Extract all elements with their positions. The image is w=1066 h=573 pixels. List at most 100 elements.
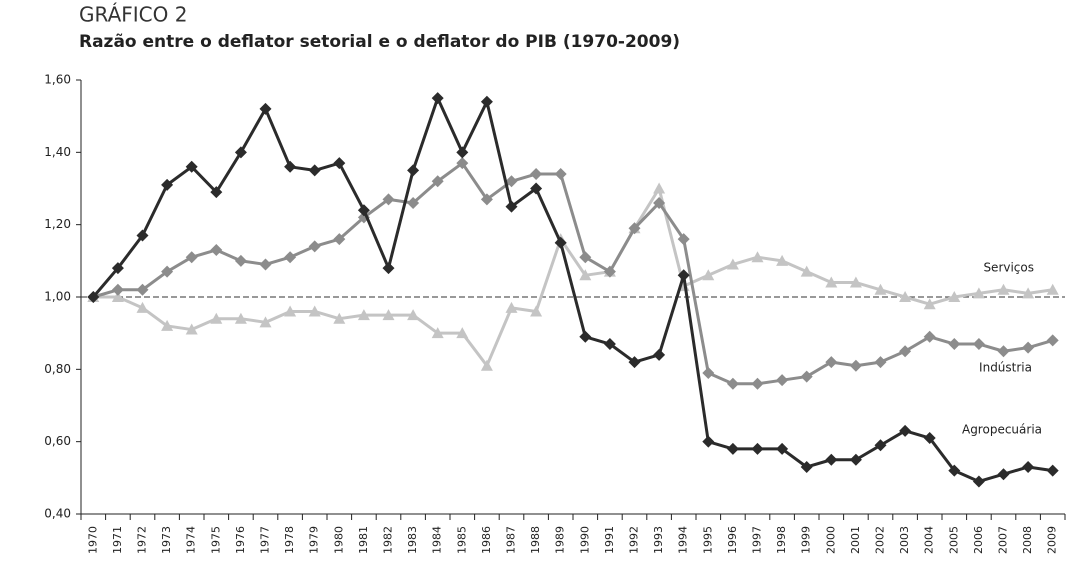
x-tick-label: 1993 [652,526,665,554]
point [751,442,764,455]
point [702,269,715,281]
point [800,460,813,473]
y-tick-label: 1,00 [44,290,71,304]
point [776,374,789,387]
point [1022,341,1035,354]
x-tick-label: 1970 [86,526,99,554]
chart-title: GRÁFICO 2 [79,3,187,27]
point [849,276,862,288]
point [382,309,395,321]
x-tick-label: 1987 [505,526,518,554]
point [726,377,739,390]
point [210,312,223,324]
point [554,236,567,249]
point [431,327,444,339]
x-tick-label: 1971 [111,526,124,554]
x-tick-label: 2001 [849,526,862,554]
x-tick-label: 1999 [800,526,813,554]
point [456,146,469,159]
point [997,468,1010,481]
point [948,464,961,477]
x-tick-label: 1974 [185,526,198,554]
point [677,269,690,282]
point [284,251,297,264]
point [554,168,567,181]
point [825,453,838,466]
point [972,475,985,488]
point [997,283,1010,295]
point [1046,283,1059,295]
point [1046,334,1059,347]
point [284,160,297,173]
series-line [92,161,1054,386]
point [185,160,198,173]
point [308,164,321,177]
point [234,146,247,159]
point [431,175,444,188]
point [210,186,223,199]
point [431,92,444,105]
x-tick-label: 1981 [357,526,370,554]
x-tick-label: 1995 [701,526,714,554]
x-tick-label: 1978 [283,526,296,554]
point [136,283,149,296]
series-line [92,96,1053,483]
point [136,229,149,242]
x-tick-label: 2006 [972,526,985,554]
point [505,301,518,313]
point [874,439,887,452]
point [333,157,346,170]
point [899,291,912,302]
chart-subtitle: Razão entre o deflator setorial e o defl… [79,32,680,52]
point [603,338,616,351]
point [308,305,321,317]
x-tick-label: 1980 [332,526,345,554]
x-tick-label: 2000 [824,526,837,554]
point [923,432,936,445]
point [948,338,961,351]
point [530,168,543,181]
point [874,283,887,295]
series-line [93,187,1053,368]
point [407,164,420,177]
point [333,233,346,246]
point [579,330,592,343]
point [284,305,297,317]
point [923,330,936,343]
point [480,193,493,206]
point [579,269,592,281]
x-tick-label: 1976 [234,526,247,554]
point [1022,460,1035,473]
point [751,251,764,263]
point [800,370,813,383]
point [899,424,912,437]
x-tick-label: 1988 [529,526,542,554]
x-tick-label: 1982 [382,526,395,554]
x-tick-label: 1985 [455,526,468,554]
point [1046,464,1059,477]
point [161,178,174,191]
point [333,312,346,324]
point [849,453,862,466]
point [579,251,592,264]
point [382,193,395,206]
point [357,309,370,321]
y-tick-label: 1,40 [44,145,71,159]
point [407,196,420,209]
y-tick-label: 1,20 [44,217,71,231]
x-tick-label: 1979 [308,526,321,554]
point [308,240,321,253]
x-tick-label: 2002 [874,526,887,554]
point [653,348,666,361]
y-tick-label: 0,60 [44,434,71,448]
point [111,262,124,275]
point [456,327,469,339]
point [800,265,813,277]
point [87,291,100,303]
x-tick-label: 2005 [947,526,960,554]
point [653,182,666,194]
x-tick-label: 1989 [554,526,567,554]
point [825,356,838,369]
point [702,435,715,448]
